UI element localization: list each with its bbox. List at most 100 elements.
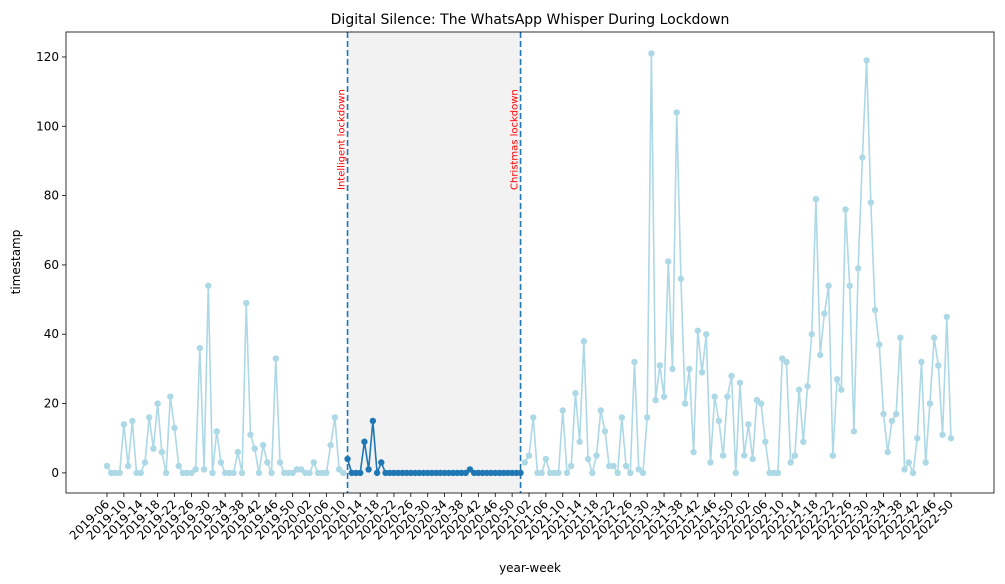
point xyxy=(660,393,668,400)
point xyxy=(340,469,347,477)
point xyxy=(146,414,153,421)
point xyxy=(378,459,385,466)
point xyxy=(719,452,727,459)
point xyxy=(795,386,803,393)
point xyxy=(909,469,917,477)
point xyxy=(238,469,246,477)
point xyxy=(926,400,934,407)
point xyxy=(175,462,182,470)
point xyxy=(808,331,815,338)
point xyxy=(880,410,887,418)
point xyxy=(272,355,279,362)
point xyxy=(698,369,706,376)
point xyxy=(276,459,284,466)
point xyxy=(200,466,208,473)
point xyxy=(584,455,592,463)
point xyxy=(673,109,680,116)
point xyxy=(243,299,250,307)
point xyxy=(939,431,946,438)
point xyxy=(614,469,621,477)
point xyxy=(681,400,689,407)
point xyxy=(901,466,908,473)
y-axis-label: timestamp xyxy=(9,230,23,295)
point xyxy=(635,466,642,473)
point xyxy=(639,469,647,477)
point xyxy=(517,469,524,477)
chart-title: Digital Silence: The WhatsApp Whisper Du… xyxy=(331,12,730,28)
point xyxy=(707,459,714,466)
point xyxy=(884,448,891,456)
point xyxy=(521,459,528,466)
point xyxy=(816,351,824,359)
lockdown-shade xyxy=(347,32,521,493)
point xyxy=(538,469,545,477)
point xyxy=(762,438,769,445)
point xyxy=(648,50,655,57)
point xyxy=(530,414,537,421)
point xyxy=(804,383,811,390)
point xyxy=(876,341,883,348)
point xyxy=(690,448,697,456)
point xyxy=(741,452,748,459)
point xyxy=(627,469,634,477)
point xyxy=(289,469,296,477)
point xyxy=(361,438,368,445)
point xyxy=(365,466,372,473)
point xyxy=(255,469,263,477)
point xyxy=(753,396,761,404)
point xyxy=(525,452,533,459)
point xyxy=(715,417,723,425)
point xyxy=(686,365,693,373)
point xyxy=(542,455,550,463)
point xyxy=(854,265,862,272)
point xyxy=(833,376,841,383)
point xyxy=(297,466,305,473)
point xyxy=(568,462,575,470)
point xyxy=(137,469,144,477)
point xyxy=(369,417,377,425)
point xyxy=(205,282,212,289)
y-tick-label: 20 xyxy=(44,397,59,411)
point xyxy=(736,379,744,386)
point xyxy=(656,362,664,369)
point xyxy=(580,337,588,345)
point xyxy=(711,393,718,400)
point xyxy=(652,396,659,404)
y-tick-label: 60 xyxy=(44,258,59,272)
point xyxy=(610,462,617,470)
point xyxy=(922,459,929,466)
lockdown-label: Intelligent lockdown xyxy=(337,89,348,190)
point xyxy=(306,469,313,477)
point xyxy=(850,428,858,435)
y-tick-label: 0 xyxy=(51,466,59,480)
point xyxy=(251,445,258,452)
point xyxy=(838,386,845,393)
point xyxy=(867,199,875,206)
point xyxy=(116,469,123,477)
point xyxy=(643,414,651,421)
point xyxy=(124,462,132,470)
point xyxy=(829,452,837,459)
point xyxy=(914,435,921,442)
point xyxy=(331,414,339,421)
point xyxy=(192,466,199,473)
point xyxy=(373,469,381,477)
point xyxy=(601,428,609,435)
point xyxy=(217,459,225,466)
point xyxy=(230,469,237,477)
point xyxy=(800,438,807,445)
point xyxy=(120,421,128,428)
plot-area: Intelligent lockdown Christmas lockdown xyxy=(103,32,955,493)
point xyxy=(665,258,672,265)
lockdown-label: Christmas lockdown xyxy=(510,89,521,190)
point xyxy=(724,393,731,400)
point xyxy=(871,306,879,314)
point xyxy=(631,358,638,366)
point xyxy=(732,469,739,477)
y-tick-label: 120 xyxy=(36,50,59,64)
point xyxy=(892,410,900,418)
point xyxy=(821,310,828,317)
point xyxy=(209,469,216,477)
point xyxy=(213,428,220,435)
